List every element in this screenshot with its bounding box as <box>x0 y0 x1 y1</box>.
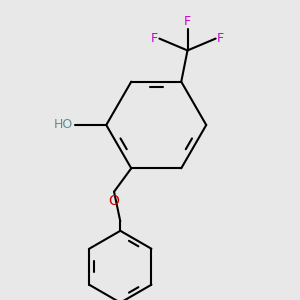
Text: HO: HO <box>54 118 74 131</box>
Text: F: F <box>151 32 158 45</box>
Text: F: F <box>184 15 191 28</box>
Text: F: F <box>217 32 224 45</box>
Text: O: O <box>109 194 119 208</box>
